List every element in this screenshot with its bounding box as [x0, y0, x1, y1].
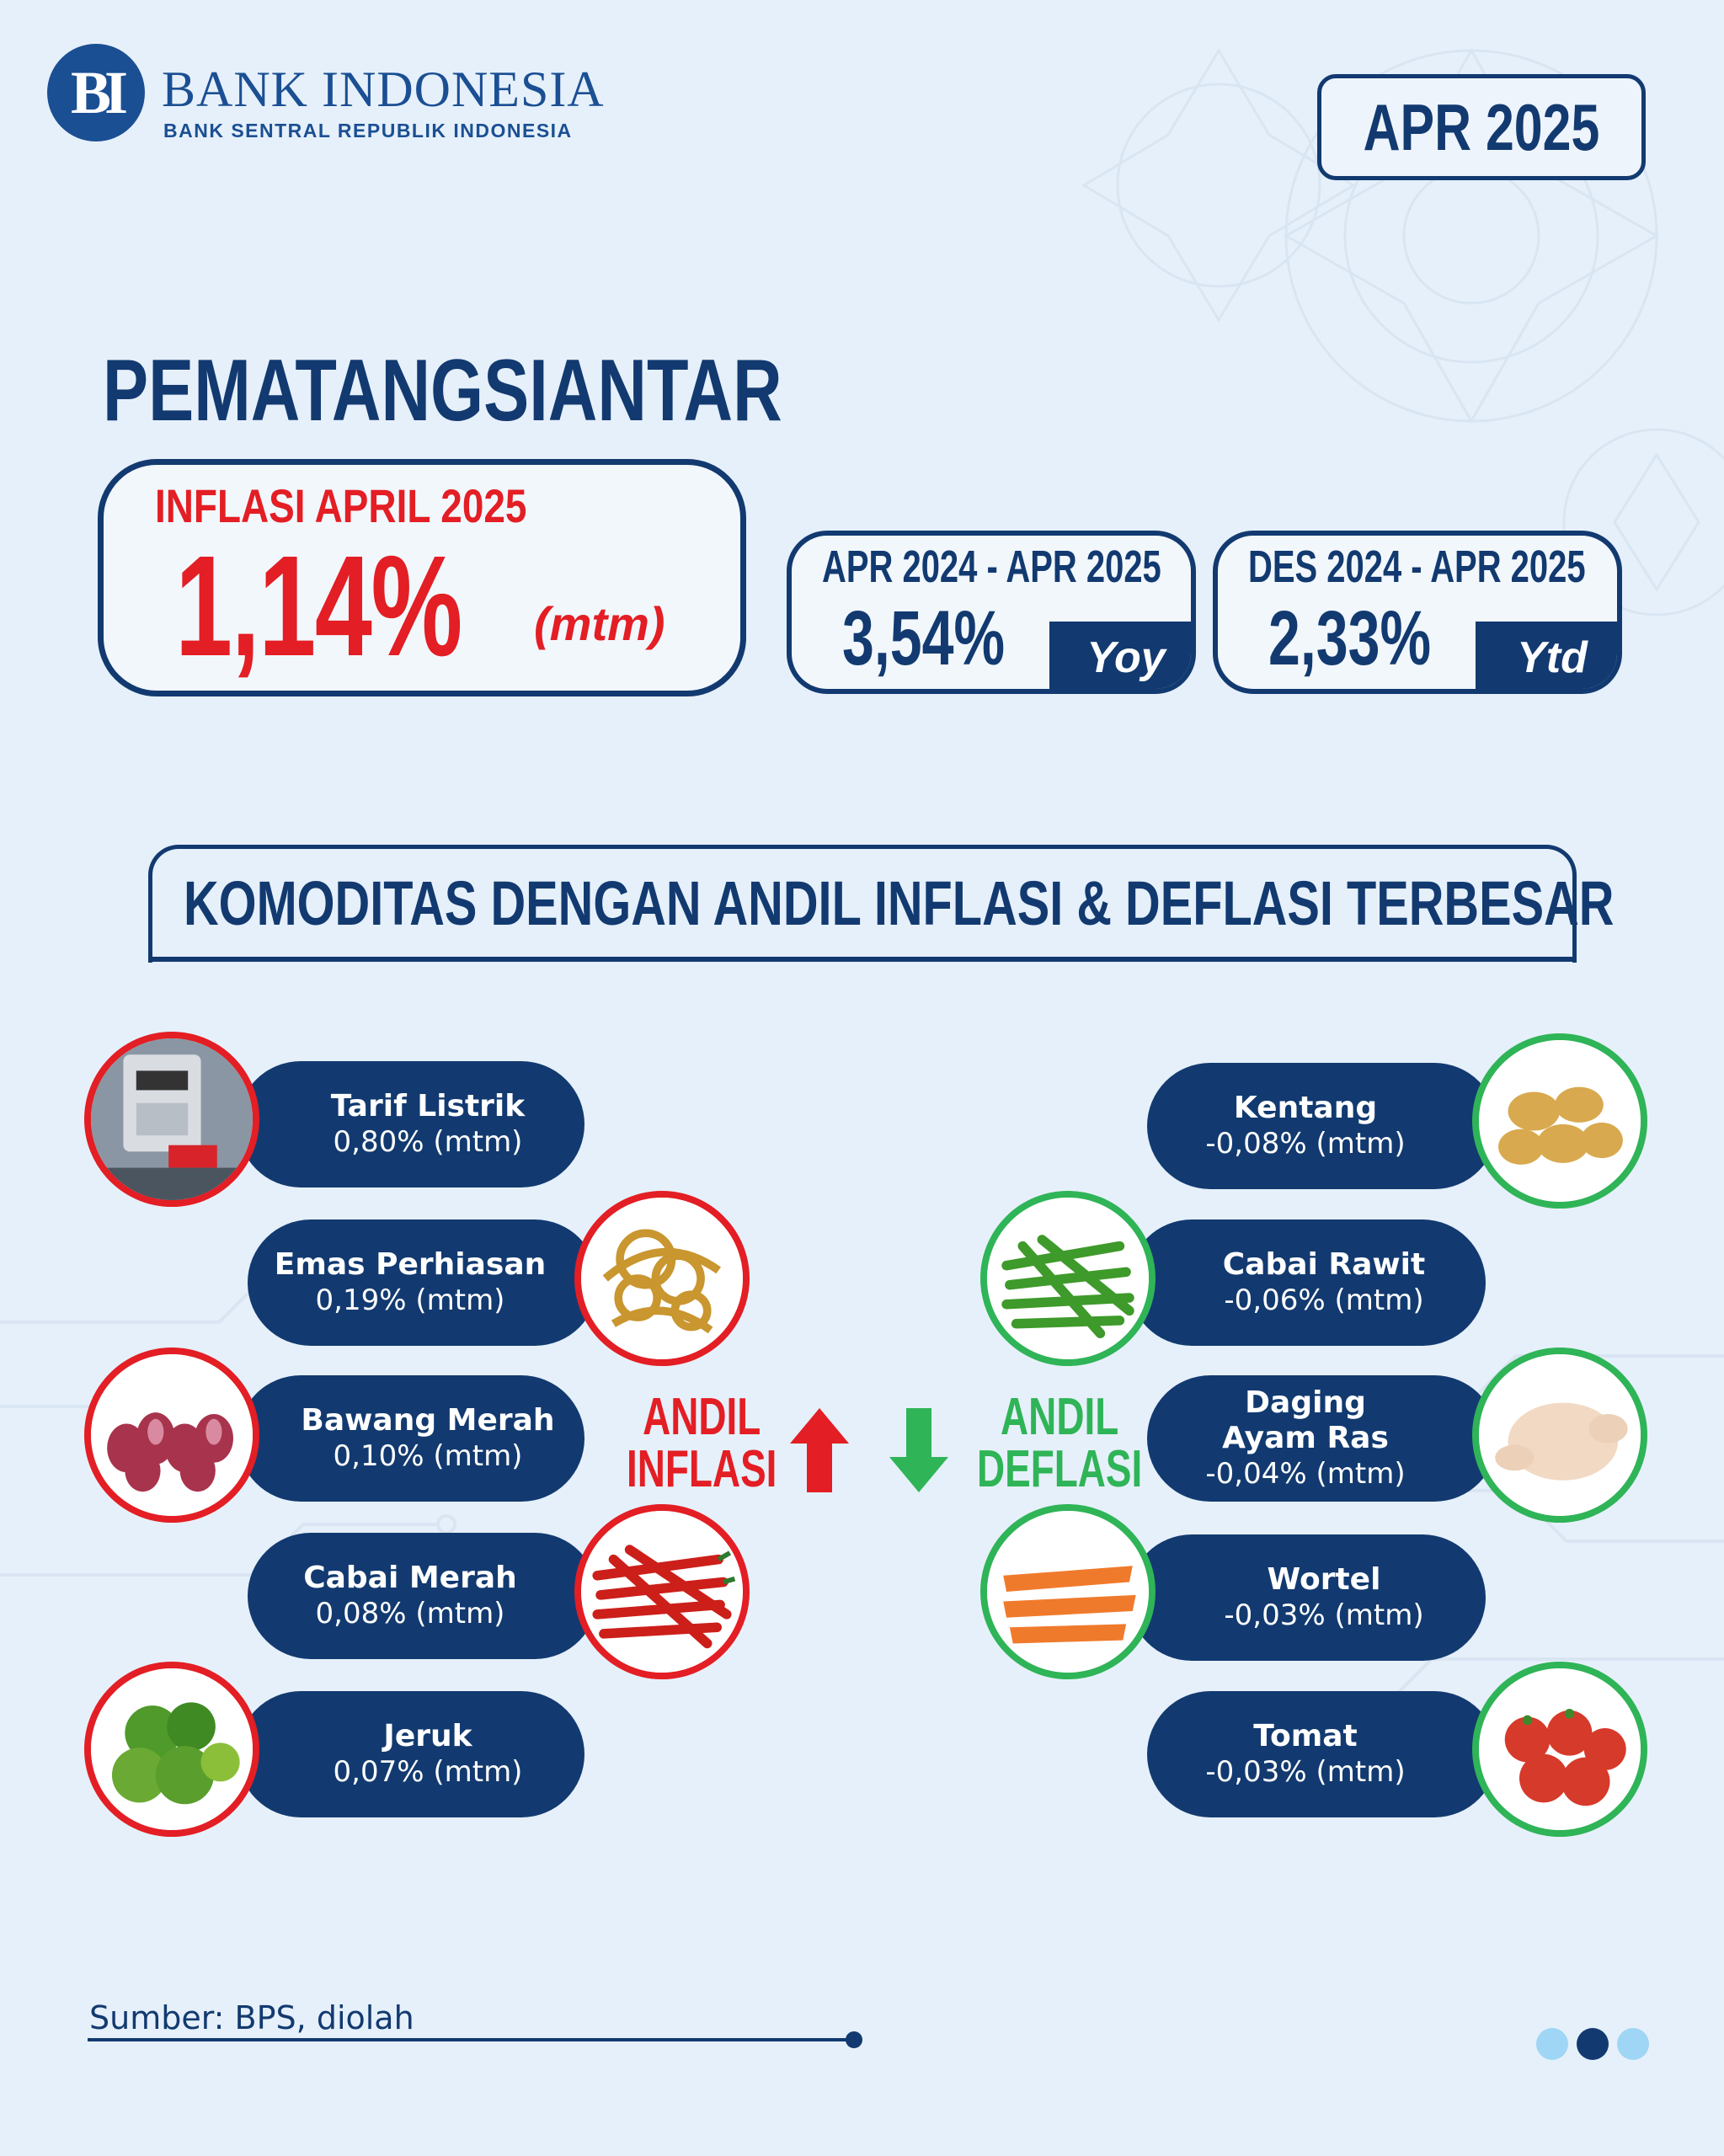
- green-chili-photo: [980, 1191, 1156, 1366]
- inflasi-item-tarif-listrik: Tarif Listrik 0,80% (mtm): [238, 1061, 584, 1187]
- orange-photo: [84, 1662, 259, 1837]
- shallot-photo: [84, 1348, 259, 1523]
- period-badge: APR 2025: [1317, 74, 1646, 180]
- item-name: Emas Perhiasan: [274, 1247, 547, 1282]
- inflasi-item-jeruk: Jeruk 0,07% (mtm): [238, 1691, 584, 1817]
- source-note: Sumber: BPS, diolah: [89, 1999, 414, 2036]
- arrow-down-icon: [889, 1408, 948, 1492]
- item-value: -0,08% (mtm): [1205, 1127, 1406, 1161]
- item-value: -0,04% (mtm): [1205, 1457, 1406, 1491]
- source-underline-dot: [846, 2031, 862, 2048]
- potato-photo: [1472, 1033, 1647, 1209]
- electric-meter-photo: [84, 1032, 259, 1207]
- source-underline: [88, 2038, 854, 2041]
- item-value: 0,19% (mtm): [315, 1283, 505, 1317]
- deflasi-item-wortel: Wortel -0,03% (mtm): [1129, 1534, 1486, 1661]
- andil-inflasi-line1: ANDIL: [643, 1388, 761, 1446]
- monthly-inflation-unit: (mtm): [534, 597, 665, 650]
- item-name: Bawang Merah: [301, 1403, 555, 1438]
- section-title-frame: [148, 845, 1577, 963]
- andil-deflasi-line2: DEFLASI: [977, 1440, 1143, 1498]
- item-value: 0,08% (mtm): [315, 1597, 505, 1630]
- gold-jewelry-photo: [574, 1191, 750, 1366]
- inflasi-item-emas-perhiasan: Emas Perhiasan 0,19% (mtm): [248, 1219, 598, 1346]
- yoy-tag: Yoy: [1049, 622, 1191, 689]
- ytd-inflation-card: DES 2024 - APR 2025 2,33% Ytd: [1213, 531, 1622, 694]
- item-value: 0,10% (mtm): [333, 1439, 523, 1473]
- city-title: PEMATANGSIANTAR: [103, 342, 782, 440]
- deflasi-item-tomat: Tomat -0,03% (mtm): [1147, 1691, 1497, 1817]
- item-name: Wortel: [1267, 1562, 1381, 1597]
- andil-deflasi-line1: ANDIL: [1001, 1388, 1119, 1446]
- yoy-value: 3,54%: [842, 595, 1006, 681]
- item-name: Tarif Listrik: [330, 1089, 526, 1123]
- item-value: 0,07% (mtm): [333, 1755, 523, 1789]
- carousel-dot-3[interactable]: [1617, 2028, 1649, 2060]
- item-value: 0,80% (mtm): [333, 1125, 523, 1159]
- deflasi-item-daging-ayam-ras: Daging Ayam Ras -0,04% (mtm): [1147, 1375, 1497, 1502]
- arrow-up-icon: [790, 1408, 849, 1492]
- yoy-period: APR 2024 - APR 2025: [822, 542, 1161, 592]
- yoy-inflation-card: APR 2024 - APR 2025 3,54% Yoy: [787, 531, 1196, 694]
- andil-deflasi-label: ANDIL DEFLASI: [977, 1391, 1142, 1496]
- logo-monogram: BI: [70, 58, 128, 126]
- item-value: -0,03% (mtm): [1205, 1755, 1406, 1789]
- deflasi-item-kentang: Kentang -0,08% (mtm): [1147, 1063, 1497, 1189]
- section-title-underline: [148, 957, 1577, 962]
- item-name-line1: Daging: [1245, 1385, 1366, 1420]
- carousel-dot-1[interactable]: [1536, 2028, 1568, 2060]
- andil-inflasi-line2: INFLASI: [627, 1440, 777, 1498]
- monthly-inflation-card: [98, 459, 746, 696]
- carousel-dot-2-active[interactable]: [1577, 2028, 1609, 2060]
- bank-name: BANK INDONESIA: [162, 61, 605, 117]
- inflasi-item-cabai-merah: Cabai Merah 0,08% (mtm): [248, 1533, 598, 1659]
- carrot-photo: [980, 1504, 1156, 1679]
- section-title: KOMODITAS DENGAN ANDIL INFLASI & DEFLASI…: [184, 868, 1615, 938]
- item-name-line2: Ayam Ras: [1222, 1421, 1389, 1455]
- ytd-value: 2,33%: [1268, 595, 1432, 681]
- period-label: APR 2025: [1363, 89, 1600, 164]
- item-name: Cabai Rawit: [1222, 1247, 1426, 1282]
- chicken-photo: [1472, 1348, 1647, 1523]
- item-name: Cabai Merah: [303, 1561, 517, 1595]
- ytd-tag: Ytd: [1476, 622, 1617, 689]
- item-name: Kentang: [1233, 1091, 1378, 1125]
- monthly-inflation-value: 1,14%: [175, 526, 462, 686]
- red-chili-photo: [574, 1504, 750, 1679]
- tomato-photo: [1472, 1662, 1647, 1837]
- item-name: Tomat: [1253, 1719, 1358, 1753]
- item-name: Jeruk: [383, 1719, 472, 1753]
- item-value: -0,06% (mtm): [1224, 1283, 1424, 1317]
- monthly-inflation-label: INFLASI APRIL 2025: [155, 479, 527, 532]
- item-value: -0,03% (mtm): [1224, 1598, 1424, 1632]
- ytd-period: DES 2024 - APR 2025: [1248, 542, 1586, 592]
- inflasi-item-bawang-merah: Bawang Merah 0,10% (mtm): [238, 1375, 584, 1502]
- andil-inflasi-label: ANDIL INFLASI: [627, 1391, 777, 1496]
- bank-subtitle: BANK SENTRAL REPUBLIK INDONESIA: [163, 120, 573, 141]
- deflasi-item-cabai-rawit: Cabai Rawit -0,06% (mtm): [1129, 1219, 1486, 1346]
- bank-indonesia-logo: BI: [47, 44, 145, 141]
